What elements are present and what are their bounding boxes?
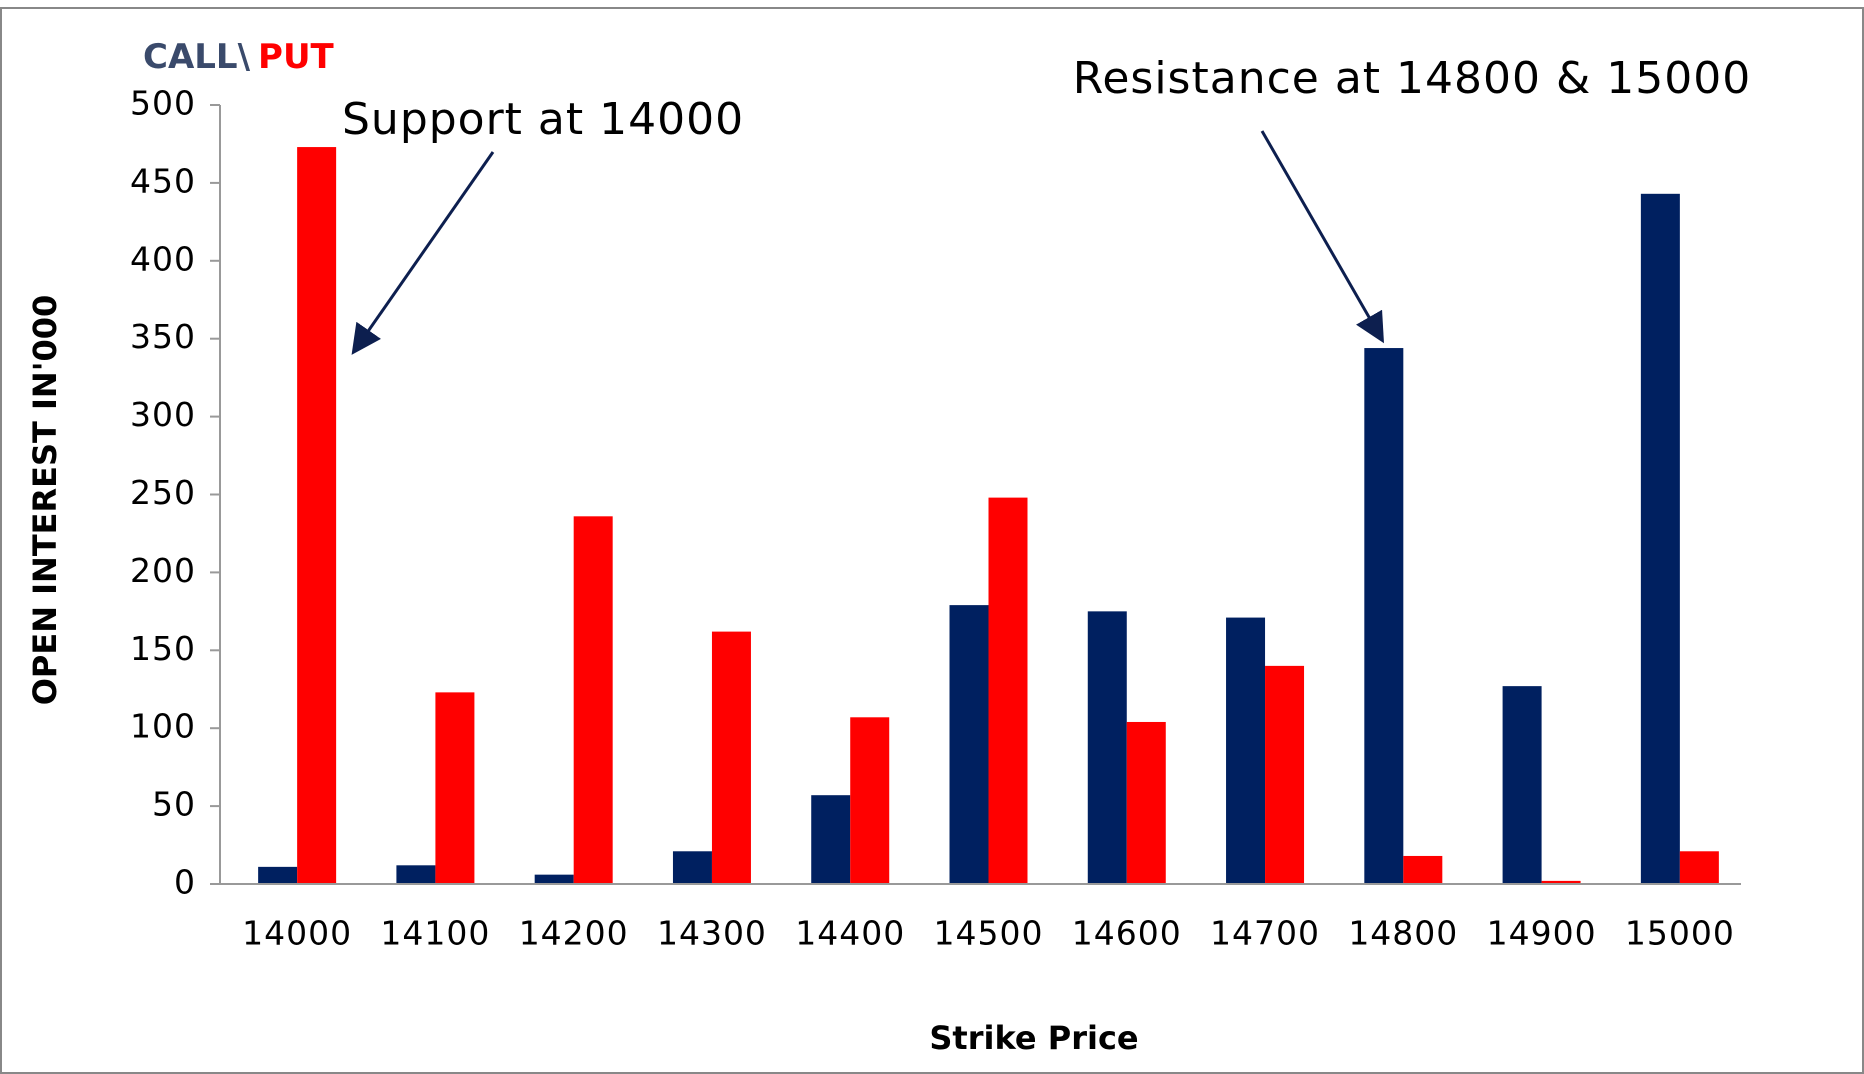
bar: [1502, 686, 1542, 884]
bar: [850, 717, 890, 884]
bar: [297, 147, 337, 885]
frame: [0, 7, 1864, 1074]
legend-call: CALL: [143, 37, 238, 77]
arrow: [1260, 130, 1384, 344]
bar: [811, 795, 851, 884]
annotation: Support at 14000: [342, 94, 744, 145]
y-tick-label: 200: [130, 551, 196, 590]
bar: [1364, 348, 1404, 885]
x-tick-label: 14800: [1348, 914, 1458, 953]
x-tick-label: 14300: [657, 914, 767, 953]
x-tick-label: 14900: [1487, 914, 1597, 953]
legend-put: PUT: [258, 37, 335, 77]
y-tick-label: 50: [152, 785, 196, 824]
y-tick-label: 450: [130, 161, 196, 200]
x-tick-label: 14500: [934, 914, 1044, 953]
bar: [534, 874, 574, 884]
bar: [1126, 721, 1166, 884]
y-tick-label: 300: [130, 395, 196, 434]
bar: [711, 631, 751, 884]
bar: [949, 605, 989, 884]
y-tick-label: 100: [130, 707, 196, 746]
bar: [1265, 665, 1305, 884]
bar: [1541, 880, 1581, 884]
y-tick-label: 500: [130, 84, 196, 123]
x-tick-label: 14400: [795, 914, 905, 953]
x-axis-title: Strike Price: [929, 1019, 1138, 1057]
annotation: Resistance at 14800 & 15000: [1073, 53, 1752, 104]
bar: [988, 497, 1028, 884]
x-tick-label: 15000: [1625, 914, 1735, 953]
bar: [573, 516, 613, 884]
y-tick-label: 250: [130, 473, 196, 512]
bar: [1640, 193, 1680, 884]
bar: [1226, 617, 1266, 884]
x-tick-label: 14000: [242, 914, 352, 953]
x-tick-label: 14700: [1210, 914, 1320, 953]
legend-title: CALL\ PUT: [143, 37, 335, 77]
y-tick-label: 350: [130, 317, 196, 356]
bar: [1403, 855, 1443, 884]
y-tick-label: 400: [130, 239, 196, 278]
bar: [435, 692, 475, 884]
bar: [396, 865, 436, 884]
x-tick-label: 14200: [519, 914, 629, 953]
bar: [672, 851, 712, 884]
y-tick-label: 0: [174, 863, 196, 902]
bar: [1087, 611, 1127, 884]
bar: [1679, 851, 1719, 884]
arrow: [351, 151, 495, 355]
x-tick-label: 14100: [380, 914, 490, 953]
bar: [258, 866, 298, 884]
y-axis-title: OPEN INTEREST IN'000: [26, 295, 64, 706]
x-tick-label: 14600: [1072, 914, 1182, 953]
legend-separator: \: [238, 37, 251, 77]
y-tick-label: 150: [130, 629, 196, 668]
